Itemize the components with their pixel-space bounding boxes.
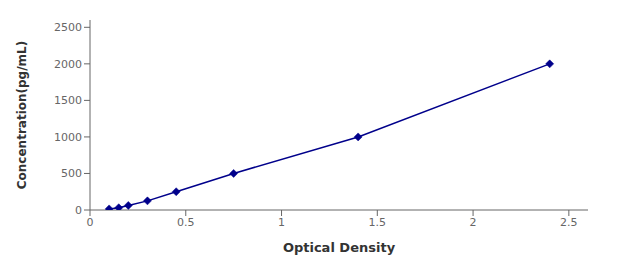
svg-text:Optical Density: Optical Density — [283, 240, 396, 255]
svg-text:0.5: 0.5 — [177, 216, 195, 229]
svg-text:2500: 2500 — [54, 21, 82, 34]
svg-text:500: 500 — [61, 167, 82, 180]
svg-text:2000: 2000 — [54, 58, 82, 71]
svg-text:2: 2 — [470, 216, 477, 229]
svg-text:1.5: 1.5 — [369, 216, 387, 229]
svg-text:0: 0 — [75, 204, 82, 217]
svg-text:0: 0 — [87, 216, 94, 229]
svg-text:1000: 1000 — [54, 131, 82, 144]
svg-text:2.5: 2.5 — [560, 216, 578, 229]
svg-text:1500: 1500 — [54, 94, 82, 107]
svg-text:1: 1 — [278, 216, 285, 229]
svg-text:Concentration(pg/mL): Concentration(pg/mL) — [15, 41, 29, 189]
